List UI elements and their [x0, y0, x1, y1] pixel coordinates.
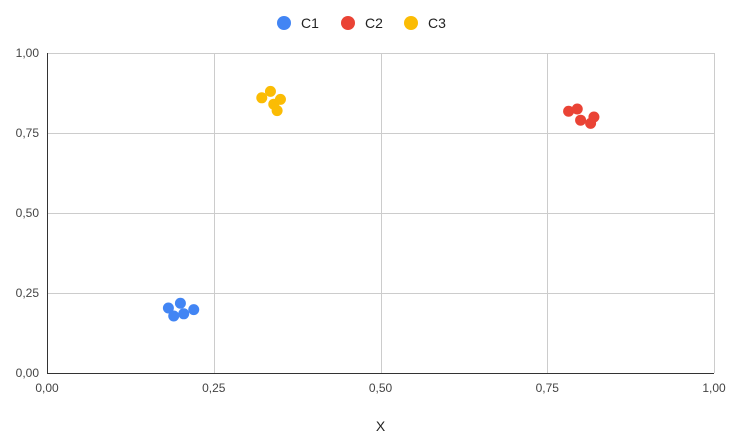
legend-marker-c2 [341, 16, 355, 30]
grid [47, 53, 715, 373]
legend-label-c1: C1 [301, 15, 319, 31]
y-tick-label: 0,25 [16, 286, 40, 300]
data-points [162, 85, 600, 322]
x-tick-label: 0,50 [369, 381, 393, 395]
point-c2[interactable] [563, 105, 575, 117]
x-tick-label: 1,00 [702, 381, 726, 395]
legend-label-c3: C3 [428, 15, 446, 31]
y-tick-label: 0,50 [16, 206, 40, 220]
point-c2[interactable] [575, 114, 587, 126]
x-tick-label: 0,00 [35, 381, 59, 395]
point-c2[interactable] [571, 103, 583, 115]
legend: C1 C2 C3 [277, 15, 446, 31]
y-tick-label: 0,75 [16, 126, 40, 140]
y-tick-label: 0,00 [16, 366, 40, 380]
y-tick-label: 1,00 [16, 46, 40, 60]
point-c1[interactable] [188, 304, 200, 316]
legend-marker-c1 [277, 16, 291, 30]
y-tick-labels: 0,00 0,25 0,50 0,75 1,00 [16, 46, 40, 380]
point-c1[interactable] [162, 302, 174, 314]
x-axis-title: X [376, 418, 386, 434]
point-c3[interactable] [271, 105, 283, 117]
legend-marker-c3 [404, 16, 418, 30]
point-c1[interactable] [178, 308, 190, 320]
legend-label-c2: C2 [365, 15, 383, 31]
x-tick-label: 0,25 [202, 381, 226, 395]
point-c2[interactable] [588, 111, 600, 123]
point-c1[interactable] [174, 297, 186, 309]
point-c3[interactable] [256, 92, 268, 104]
point-c3[interactable] [264, 85, 276, 97]
axes [47, 53, 714, 374]
point-c1[interactable] [168, 310, 180, 322]
x-tick-label: 0,75 [536, 381, 560, 395]
x-tick-labels: 0,00 0,25 0,50 0,75 1,00 [35, 381, 726, 395]
point-c3[interactable] [274, 93, 286, 105]
